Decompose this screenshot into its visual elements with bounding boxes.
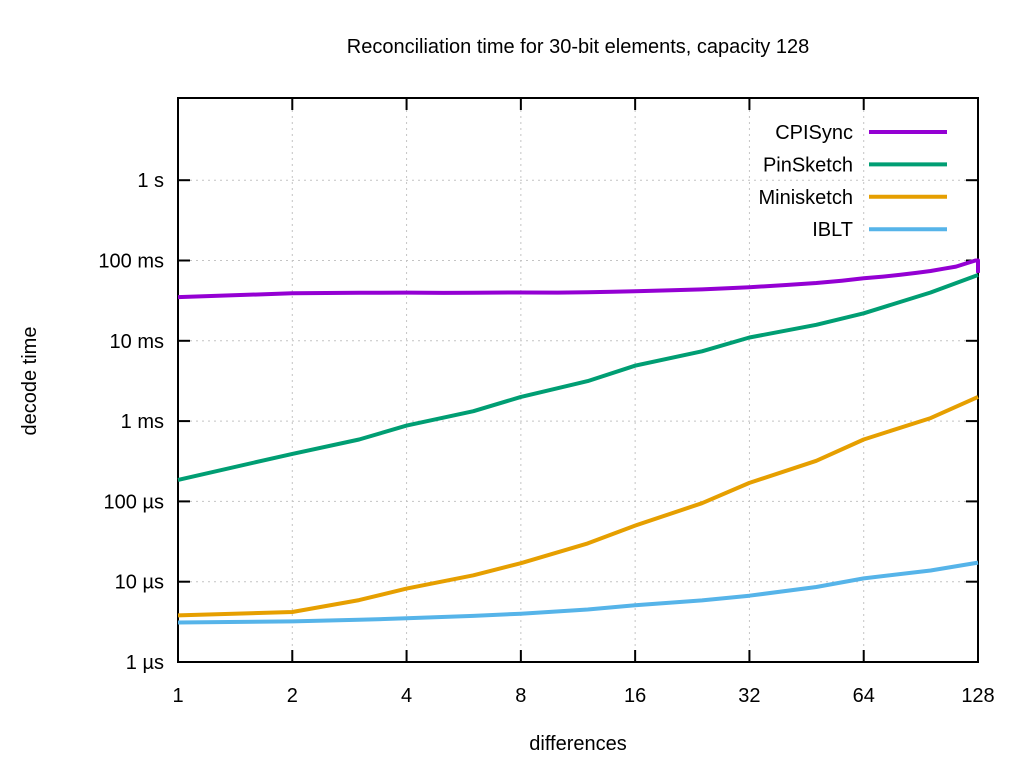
legend-label-minisketch: Minisketch	[759, 187, 853, 209]
x-tick-label: 4	[401, 685, 412, 707]
series-line-cpisync	[177, 258, 980, 300]
legend-label-pinsketch: PinSketch	[763, 154, 853, 176]
x-tick-label: 32	[738, 685, 760, 707]
chart-title: Reconciliation time for 30-bit elements,…	[346, 36, 810, 58]
x-tick-label: 2	[287, 685, 298, 707]
x-tick-label: 1	[172, 685, 183, 707]
x-tick-label: 64	[853, 685, 875, 707]
y-tick-label: 1 s	[137, 170, 164, 192]
plot-border	[177, 97, 979, 663]
series-line-iblt	[177, 560, 979, 625]
y-tick-label: 10 µs	[115, 572, 164, 594]
legend-label-iblt: IBLT	[812, 219, 853, 241]
x-axis-title: differences	[529, 733, 627, 755]
series-line-minisketch	[177, 395, 979, 618]
x-tick-label: 8	[515, 685, 526, 707]
y-tick-label: 100 µs	[104, 491, 164, 513]
y-tick-label: 1 ms	[121, 411, 164, 433]
x-tick-label: 128	[961, 685, 994, 707]
y-tick-label: 100 ms	[98, 251, 164, 273]
y-tick-label: 1 µs	[126, 652, 164, 674]
legend-label-cpisync: CPISync	[775, 122, 853, 144]
y-tick-label: 10 ms	[110, 331, 164, 353]
series-line-pinsketch	[177, 273, 979, 482]
x-tick-label: 16	[624, 685, 646, 707]
